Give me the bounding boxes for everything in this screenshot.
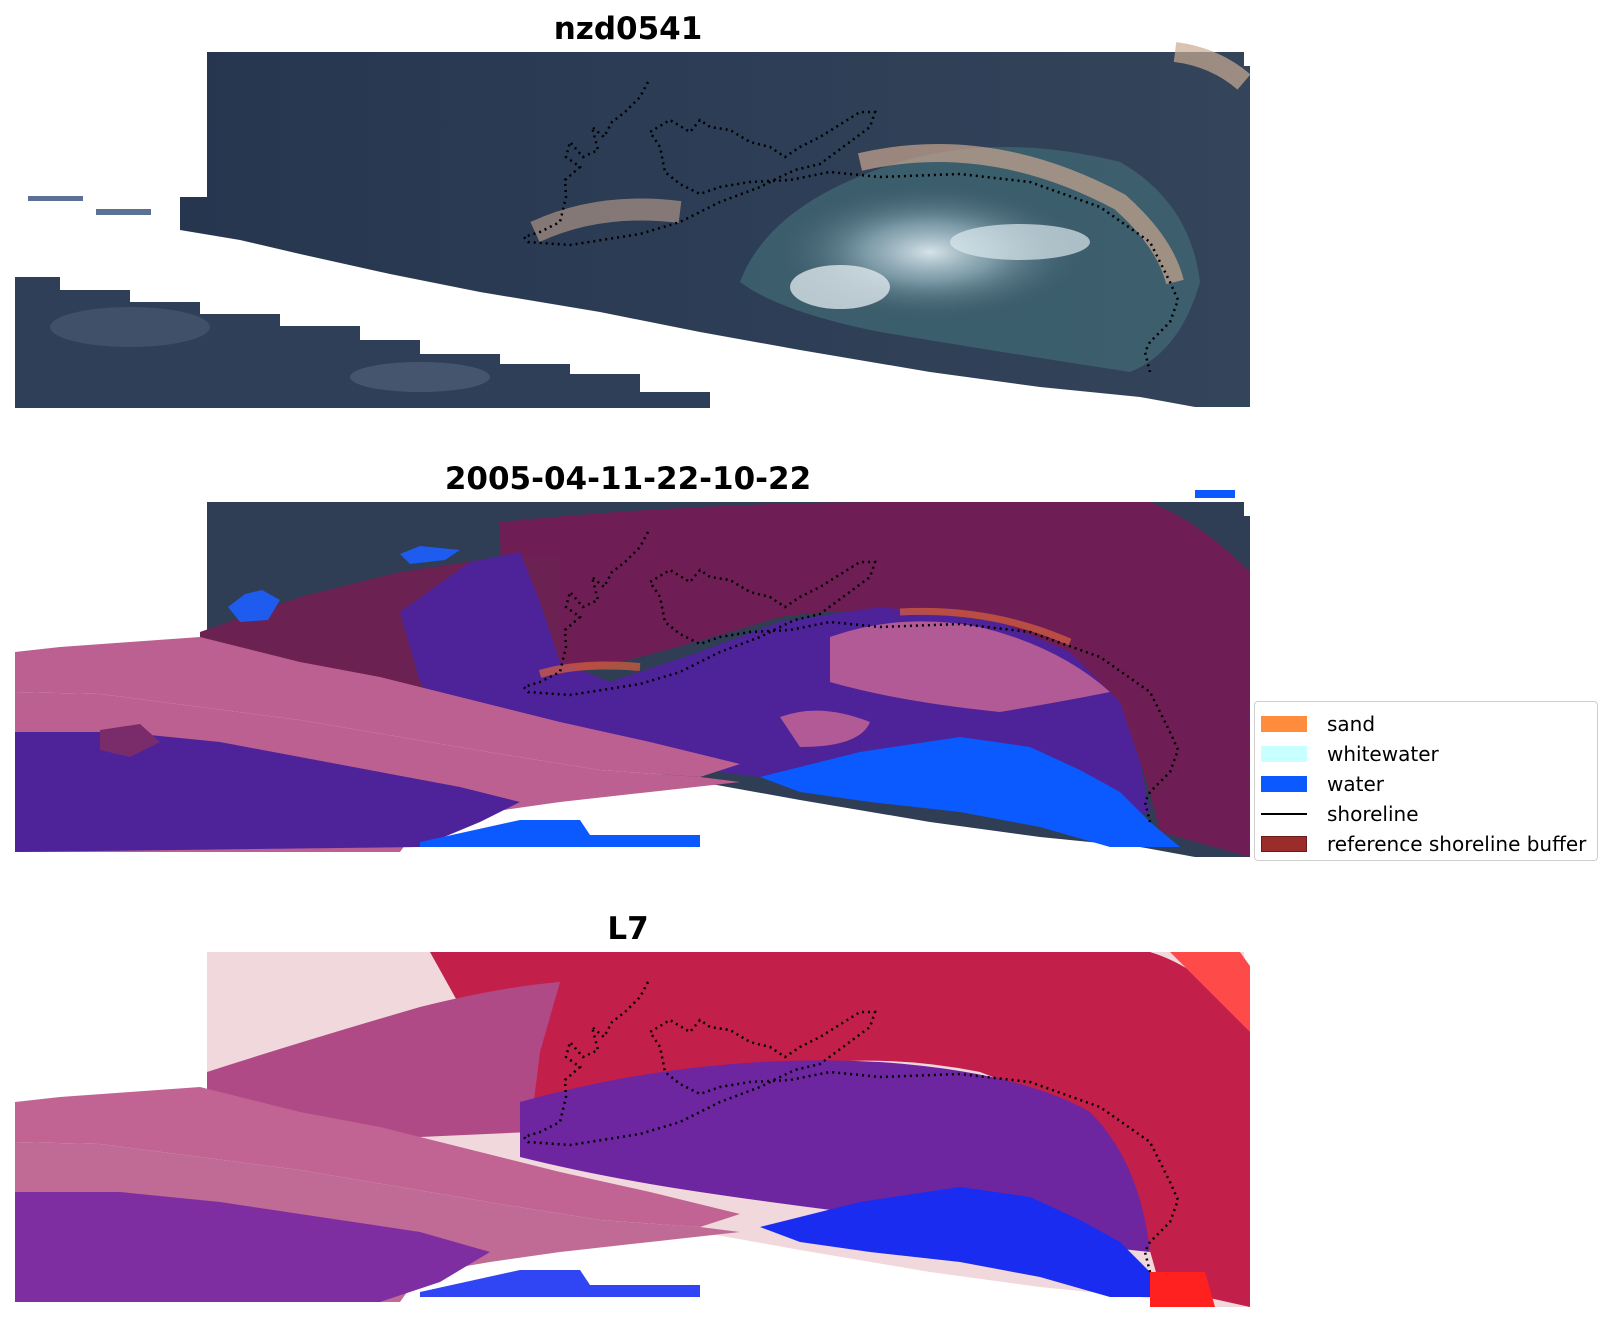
legend-label-shoreline: shoreline — [1327, 802, 1419, 826]
legend-label-water: water — [1327, 772, 1384, 796]
reference-buffer-swatch — [1261, 836, 1307, 852]
legend-item-sand: sand — [1261, 710, 1375, 738]
legend: sand whitewater water shoreline referenc… — [1254, 701, 1598, 861]
legend-label-whitewater: whitewater — [1327, 742, 1439, 766]
legend-item-shoreline: shoreline — [1261, 800, 1419, 828]
legend-item-water: water — [1261, 770, 1384, 798]
sand-swatch — [1261, 716, 1307, 732]
rgb-satellite-image — [15, 42, 1251, 408]
panel-title-classification: 2005-04-11-22-10-22 — [444, 461, 812, 497]
legend-label-reference-buffer: reference shoreline buffer — [1327, 832, 1587, 856]
legend-label-sand: sand — [1327, 712, 1376, 736]
index-map — [15, 952, 1250, 1307]
panel-title-rgb: nzd0541 — [553, 11, 703, 47]
whitewater-swatch — [1261, 746, 1307, 762]
water-swatch — [1261, 776, 1307, 792]
panel-title-index: L7 — [607, 911, 649, 947]
classification-map — [15, 490, 1250, 857]
legend-item-reference-buffer: reference shoreline buffer — [1261, 830, 1586, 858]
legend-item-whitewater: whitewater — [1261, 740, 1439, 768]
shoreline-line-swatch — [1261, 813, 1307, 815]
